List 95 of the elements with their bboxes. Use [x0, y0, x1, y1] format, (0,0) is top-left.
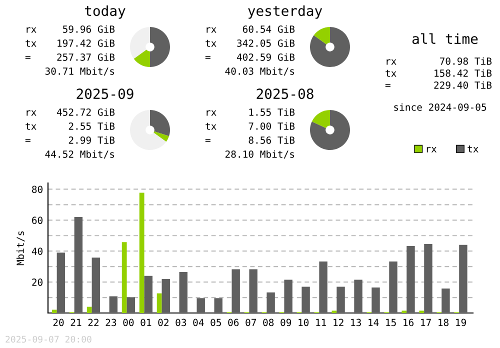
y-tick-label: 60 [32, 216, 43, 224]
legend-label: rx [426, 146, 437, 152]
legend-label: tx [468, 146, 478, 152]
bar [52, 310, 57, 313]
bar [179, 272, 188, 313]
bar [266, 292, 275, 313]
bar [156, 293, 162, 313]
donut-slice [130, 27, 150, 59]
bar [284, 280, 292, 313]
x-tick-label: 20 [53, 318, 64, 326]
y-tick-label: 80 [32, 186, 43, 194]
text: tx 197.42 GiB [26, 39, 115, 47]
x-tick-label: 16 [404, 318, 414, 326]
bar [196, 298, 205, 313]
x-tick-label: 13 [351, 318, 361, 326]
x-tick-label: 09 [280, 318, 292, 326]
bar [86, 306, 92, 313]
x-tick-label: 05 [210, 318, 221, 326]
x-tick-label: 06 [228, 318, 239, 326]
x-tick-label: 04 [193, 318, 204, 326]
x-tick-label: 08 [263, 318, 274, 326]
chart-title: 2025-09 [76, 88, 134, 100]
text: = 257.37 GiB [25, 53, 115, 61]
donut-slice [312, 110, 330, 128]
bar [442, 288, 450, 313]
text: all time [412, 33, 478, 44]
text: tx 342.05 GiB [206, 39, 295, 47]
bar [122, 242, 127, 313]
bar [336, 286, 345, 313]
bar [232, 269, 240, 313]
donut-slice [150, 110, 170, 136]
bar [389, 261, 398, 313]
bar [459, 244, 468, 313]
bar [406, 246, 415, 313]
bar [126, 297, 136, 313]
x-tick-label: 01 [140, 318, 152, 326]
text: rx 70.98 TiB [386, 57, 492, 65]
text: 28.10 Mbit/s [225, 150, 294, 159]
bar [302, 286, 310, 313]
donut-slice [310, 27, 350, 67]
bar [319, 261, 328, 313]
bar [214, 298, 222, 313]
text: = 229.40 TiB [385, 81, 492, 89]
donut-slice [310, 110, 350, 150]
x-tick-label: 23 [106, 318, 116, 326]
chart-title: 2025-08 [256, 88, 314, 100]
bar [74, 217, 83, 313]
x-tick-label: 15 [386, 318, 396, 326]
bar [109, 296, 118, 313]
text: 30.71 Mbit/s [45, 67, 114, 76]
donut-slice [150, 27, 170, 67]
text: tx 158.42 TiB [386, 69, 492, 77]
bar [139, 192, 144, 313]
text: = 402.59 GiB [205, 53, 295, 61]
x-tick-label: 19 [456, 318, 466, 326]
x-tick-label: 17 [421, 318, 431, 326]
bar [56, 252, 66, 313]
chart-title: today [84, 5, 126, 19]
text: 44.52 Mbit/s [45, 150, 114, 159]
bar [424, 244, 432, 313]
chart-title: yesterday [248, 5, 322, 19]
donut-slice [134, 50, 150, 67]
text: rx 60.54 GiB [206, 25, 295, 33]
x-tick-label: 07 [246, 318, 256, 326]
x-tick-label: 22 [88, 318, 98, 326]
text: since 2024-09-05 [394, 103, 486, 111]
bar [354, 280, 362, 313]
text: 40.03 Mbit/s [225, 67, 294, 76]
text: rx 59.96 GiB [26, 25, 115, 33]
x-tick-label: 18 [438, 318, 448, 326]
bar [92, 258, 100, 313]
x-tick-label: 10 [298, 318, 309, 326]
donut-slice [130, 110, 166, 150]
text: rx 1.55 TiB [206, 108, 295, 116]
x-tick-label: 21 [70, 318, 82, 326]
text: = 8.56 TiB [205, 136, 295, 144]
donut-slice [314, 27, 330, 44]
bar [144, 276, 152, 313]
x-tick-label: 00 [123, 318, 134, 326]
y-axis-title: Mbit/s [16, 231, 25, 266]
x-tick-label: 11 [316, 318, 326, 326]
bar [249, 269, 258, 313]
donut-slice [154, 131, 170, 142]
x-tick-label: 03 [176, 318, 186, 326]
bar [372, 287, 380, 313]
text: tx 7.00 TiB [206, 122, 295, 130]
text: rx 452.72 GiB [26, 108, 115, 116]
x-tick-label: 14 [368, 318, 379, 326]
text: = 2.99 TiB [25, 136, 115, 144]
x-tick-label: 12 [334, 318, 344, 326]
bar [162, 278, 170, 313]
y-tick-label: 20 [32, 278, 43, 286]
x-tick-label: 02 [158, 318, 168, 326]
y-tick-label: 40 [32, 248, 43, 255]
text: tx 2.55 TiB [26, 122, 115, 130]
